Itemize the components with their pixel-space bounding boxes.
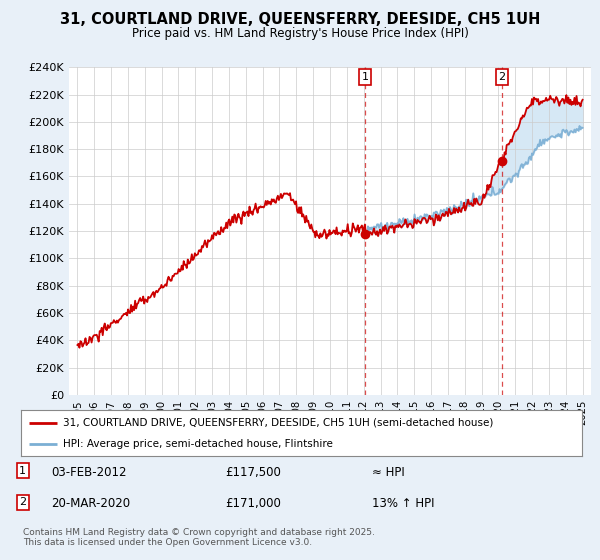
Text: 03-FEB-2012: 03-FEB-2012	[51, 466, 127, 479]
Text: Contains HM Land Registry data © Crown copyright and database right 2025.
This d: Contains HM Land Registry data © Crown c…	[23, 528, 374, 547]
Text: 13% ↑ HPI: 13% ↑ HPI	[372, 497, 434, 510]
Text: Price paid vs. HM Land Registry's House Price Index (HPI): Price paid vs. HM Land Registry's House …	[131, 27, 469, 40]
Text: 1: 1	[19, 466, 26, 476]
Text: 31, COURTLAND DRIVE, QUEENSFERRY, DEESIDE, CH5 1UH (semi-detached house): 31, COURTLAND DRIVE, QUEENSFERRY, DEESID…	[63, 418, 493, 428]
Text: £117,500: £117,500	[225, 466, 281, 479]
Text: 2: 2	[19, 497, 26, 507]
Text: 2: 2	[499, 72, 506, 82]
Text: 31, COURTLAND DRIVE, QUEENSFERRY, DEESIDE, CH5 1UH: 31, COURTLAND DRIVE, QUEENSFERRY, DEESID…	[60, 12, 540, 27]
Text: HPI: Average price, semi-detached house, Flintshire: HPI: Average price, semi-detached house,…	[63, 439, 333, 449]
Text: 1: 1	[362, 72, 368, 82]
Text: ≈ HPI: ≈ HPI	[372, 466, 405, 479]
Text: £171,000: £171,000	[225, 497, 281, 510]
Text: 20-MAR-2020: 20-MAR-2020	[51, 497, 130, 510]
